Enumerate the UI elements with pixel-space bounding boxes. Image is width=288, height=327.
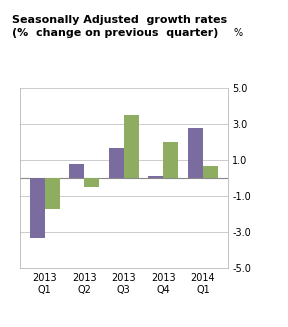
Bar [45,178,60,209]
Bar [84,178,99,187]
Bar [69,164,84,178]
Text: %: % [233,28,242,38]
Bar [164,142,179,178]
Bar [203,165,218,178]
Text: (%  change on previous  quarter): (% change on previous quarter) [12,28,218,38]
Bar [148,176,164,178]
Bar [109,147,124,178]
Bar [188,128,203,178]
Bar [30,178,45,237]
Text: Seasonally Adjusted  growth rates: Seasonally Adjusted growth rates [12,15,227,25]
Bar [124,115,139,178]
